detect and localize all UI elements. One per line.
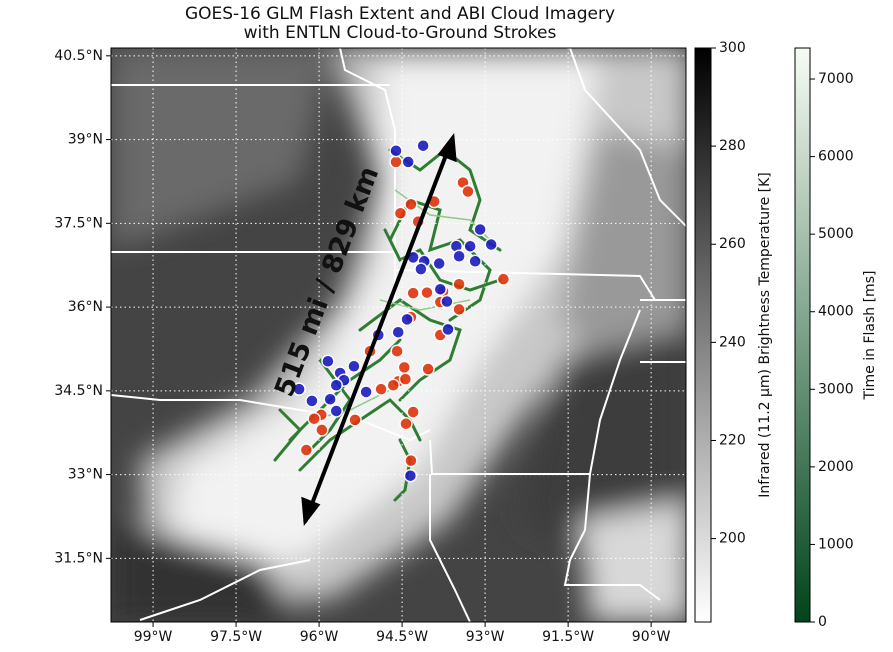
y-tick-label: 39°N xyxy=(68,132,103,148)
title-line: GOES-16 GLM Flash Extent and ABI Cloud I… xyxy=(185,4,615,24)
colorbar-tick-label: 3000 xyxy=(818,381,854,397)
strokes xyxy=(292,138,511,483)
stroke-marker xyxy=(329,404,343,418)
stroke-marker xyxy=(307,412,321,426)
stroke-marker xyxy=(374,382,388,396)
stroke-marker xyxy=(299,443,314,457)
stroke-marker xyxy=(406,405,420,419)
colorbar-label: Infrared (11.2 µm) Brightness Temperatur… xyxy=(757,172,773,497)
y-tick-label: 40.5°N xyxy=(54,48,103,64)
stroke-marker xyxy=(404,197,418,212)
grid xyxy=(111,48,686,622)
x-tick-label: 93°W xyxy=(466,629,505,645)
stroke-marker xyxy=(323,392,337,406)
stroke-marker xyxy=(403,468,418,483)
x-tick-label: 91.5°W xyxy=(542,629,594,645)
map-frame xyxy=(110,47,687,623)
stroke-marker xyxy=(389,155,403,169)
y-tick-label: 34.5°N xyxy=(54,383,103,399)
colorbar-tick-label: 7000 xyxy=(818,71,854,87)
stroke-marker xyxy=(452,302,466,317)
stroke-marker xyxy=(292,382,306,396)
colorbar xyxy=(694,47,712,623)
stroke-marker xyxy=(393,206,408,221)
stroke-marker xyxy=(432,256,446,271)
stroke-marker xyxy=(414,262,428,276)
stroke-marker xyxy=(389,143,403,158)
stroke-marker xyxy=(401,155,415,169)
axes: 31.5°N 33°N 34.5°N 36°N 37.5°N 39°N 40.5°N 99°W… xyxy=(54,40,878,645)
stroke-marker xyxy=(398,372,413,386)
stroke-marker xyxy=(441,322,455,337)
stroke-marker xyxy=(416,138,430,153)
stroke-marker xyxy=(463,239,477,253)
colorbar-tick-label: 280 xyxy=(719,138,746,154)
stroke-marker xyxy=(404,453,418,468)
x-tick-label: 94.5°W xyxy=(376,629,428,645)
colorbar-tick-label: 200 xyxy=(719,531,746,547)
state-borders xyxy=(111,48,686,622)
stroke-marker xyxy=(440,294,454,309)
x-tick-label: 90°W xyxy=(632,629,671,645)
stroke-marker xyxy=(452,249,466,264)
colorbar-tick-label: 1000 xyxy=(818,536,854,552)
stroke-marker xyxy=(420,285,434,300)
stroke-marker xyxy=(386,378,400,393)
colorbar xyxy=(794,47,811,623)
stroke-marker xyxy=(461,184,475,199)
colorbar-tick-label: 2000 xyxy=(818,459,854,475)
x-tick-label: 96°W xyxy=(300,629,339,645)
colorbar-tick-label: 220 xyxy=(719,432,746,448)
stroke-marker xyxy=(359,385,373,399)
stroke-marker xyxy=(496,272,511,286)
x-tick-label: 99°W xyxy=(134,629,173,645)
distance-arrow xyxy=(301,133,457,526)
stroke-marker xyxy=(484,237,498,252)
y-tick-label: 37.5°N xyxy=(54,215,103,231)
stroke-marker xyxy=(315,423,329,437)
stroke-marker xyxy=(452,277,466,291)
stroke-marker xyxy=(399,417,413,431)
title-line: with ENTLN Cloud-to-Ground Strokes xyxy=(244,23,557,43)
colorbar-tick-label: 5000 xyxy=(818,226,854,242)
stroke-marker xyxy=(390,344,404,358)
stroke-marker xyxy=(406,286,420,300)
y-tick-label: 31.5°N xyxy=(54,550,103,566)
colorbar-tick-label: 4000 xyxy=(818,304,854,320)
colorbar-tick-label: 0 xyxy=(818,614,827,630)
stroke-marker xyxy=(329,378,343,393)
y-tick-label: 36°N xyxy=(68,299,103,315)
stroke-marker xyxy=(433,282,448,296)
x-tick-label: 97.5°W xyxy=(210,629,262,645)
stroke-marker xyxy=(391,325,405,339)
stroke-marker xyxy=(348,413,362,427)
colorbar-label: Time in Flash [ms] xyxy=(862,271,878,401)
y-tick-label: 33°N xyxy=(68,467,103,483)
stroke-marker xyxy=(347,359,361,374)
stroke-marker xyxy=(473,222,487,237)
stroke-marker xyxy=(400,312,414,327)
colorbar-tick-label: 260 xyxy=(719,236,746,252)
stroke-marker xyxy=(421,362,435,376)
colorbar-tick-label: 6000 xyxy=(818,149,854,165)
stroke-marker xyxy=(321,354,335,368)
stroke-marker xyxy=(468,254,482,269)
colorbar-tick-label: 240 xyxy=(719,334,746,350)
stroke-marker xyxy=(397,360,412,375)
colorbar-tick-label: 300 xyxy=(719,40,746,56)
stroke-marker xyxy=(305,394,319,408)
